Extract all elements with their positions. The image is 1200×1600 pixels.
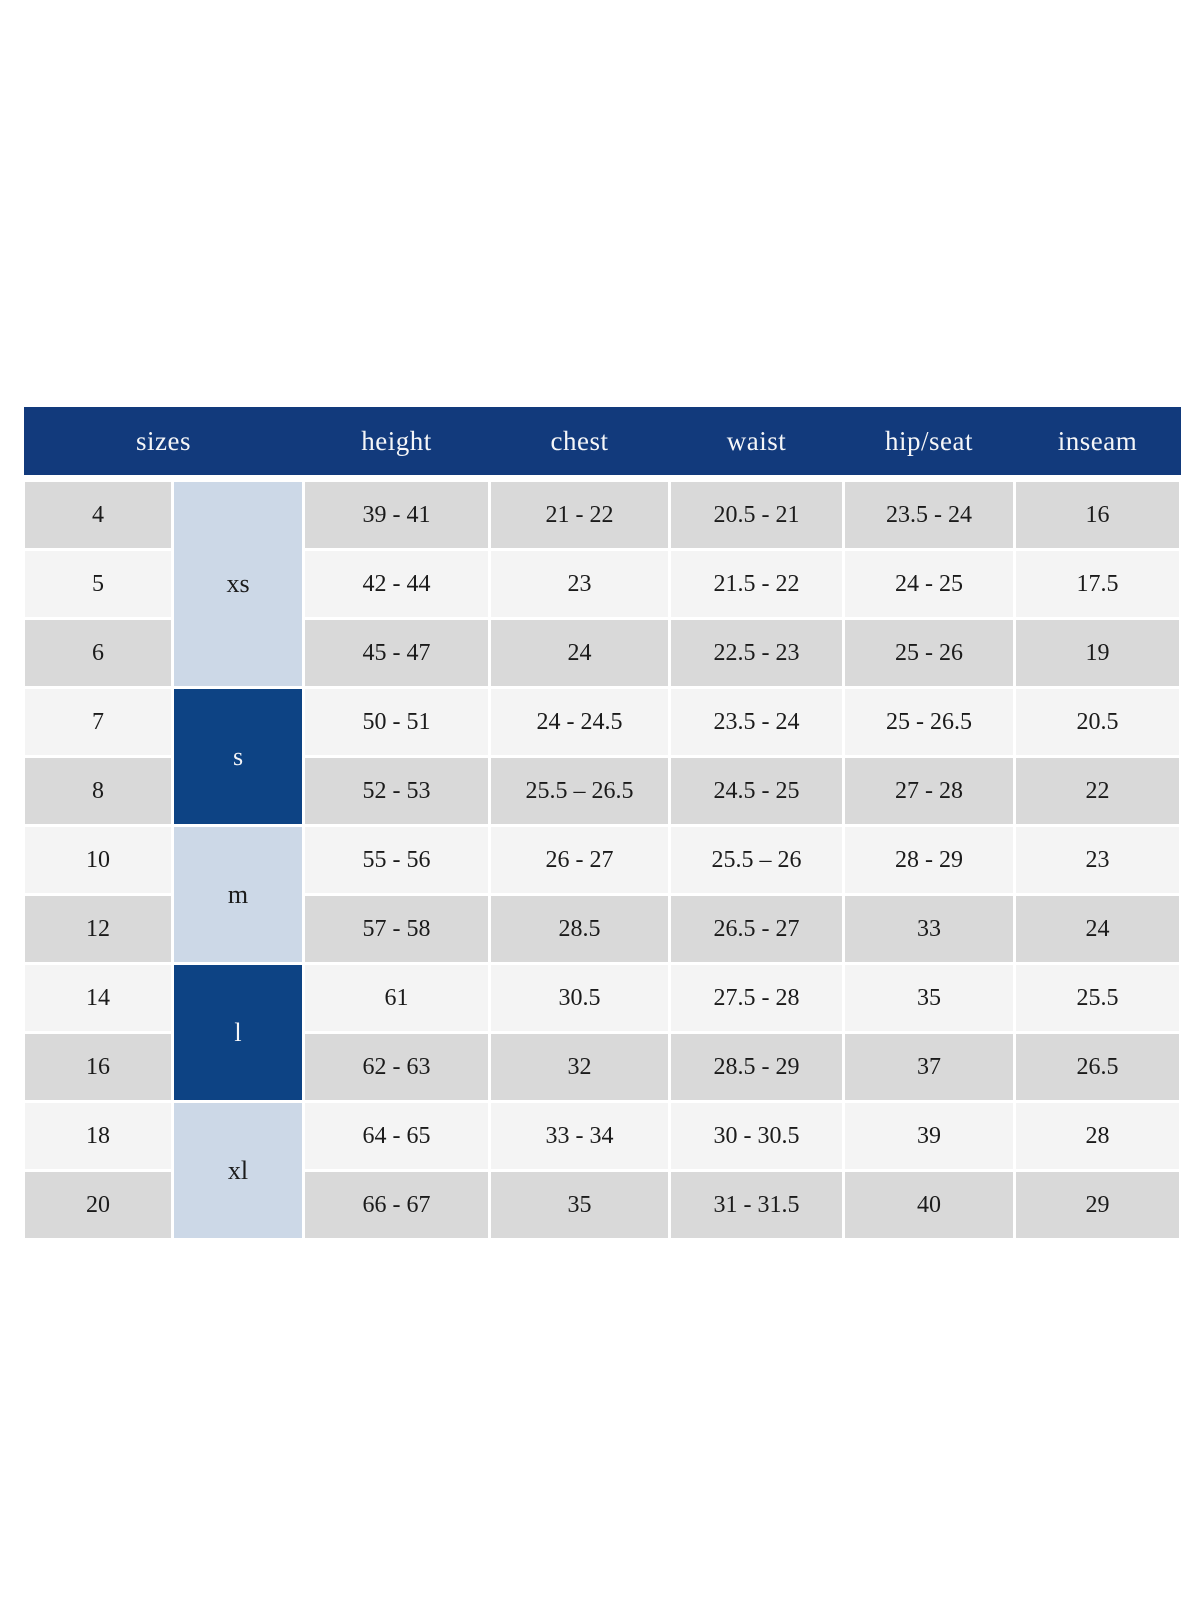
size-cell: 18 [22,1100,174,1172]
size-group-m: m [170,824,306,965]
chest-cell: 25.5 – 26.5 [488,755,672,827]
chest-cell: 28.5 [488,893,672,965]
table-row: 14 l 61 30.5 27.5 - 28 35 25.5 [22,962,1183,1103]
size-cell: 16 [22,1031,174,1103]
hip-seat-cell: 23.5 - 24 [842,477,1017,551]
hip-seat-cell: 25 - 26.5 [842,686,1017,758]
height-cell: 45 - 47 [302,617,492,689]
inseam-cell: 19 [1013,617,1183,689]
table-row: 10 m 55 - 56 26 - 27 25.5 – 26 28 - 29 2… [22,824,1183,965]
waist-cell: 26.5 - 27 [668,893,846,965]
height-cell: 39 - 41 [302,477,492,551]
size-chart: sizes height chest waist hip/seat inseam… [22,407,1183,1241]
inseam-cell: 20.5 [1013,686,1183,758]
column-header-waist: waist [669,407,844,482]
hip-seat-cell: 33 [842,893,1017,965]
inseam-cell: 25.5 [1013,962,1183,1034]
hip-seat-cell: 35 [842,962,1017,1034]
column-header-height: height [303,407,490,482]
size-cell: 8 [22,755,174,827]
height-cell: 64 - 65 [302,1100,492,1172]
size-cell: 4 [22,477,174,551]
waist-cell: 23.5 - 24 [668,686,846,758]
size-chart-table: sizes height chest waist hip/seat inseam… [22,407,1183,1241]
waist-cell: 28.5 - 29 [668,1031,846,1103]
height-cell: 42 - 44 [302,548,492,620]
inseam-cell: 24 [1013,893,1183,965]
inseam-cell: 29 [1013,1169,1183,1241]
table-header-row: sizes height chest waist hip/seat inseam [23,407,1181,482]
height-cell: 50 - 51 [302,686,492,758]
table-row: 4 xs 39 - 41 21 - 22 20.5 - 21 23.5 - 24… [22,477,1183,689]
height-cell: 57 - 58 [302,893,492,965]
chest-cell: 21 - 22 [488,477,672,551]
height-cell: 52 - 53 [302,755,492,827]
size-cell: 12 [22,893,174,965]
inseam-cell: 26.5 [1013,1031,1183,1103]
column-header-sizes: sizes [23,407,304,482]
size-group-s: s [170,686,306,827]
waist-cell: 27.5 - 28 [668,962,846,1034]
chest-cell: 30.5 [488,962,672,1034]
table-row: 5 42 - 44 23 21.5 - 22 24 - 25 17.5 [22,548,1183,620]
table-row: 6 45 - 47 24 22.5 - 23 25 - 26 19 [22,617,1183,689]
height-cell: 62 - 63 [302,1031,492,1103]
hip-seat-cell: 39 [842,1100,1017,1172]
size-cell: 5 [22,548,174,620]
chest-cell: 24 - 24.5 [488,686,672,758]
table-row: 20 66 - 67 35 31 - 31.5 40 29 [22,1169,1183,1241]
table-row: 18 xl 64 - 65 33 - 34 30 - 30.5 39 28 [22,1100,1183,1241]
table-row: 8 52 - 53 25.5 – 26.5 24.5 - 25 27 - 28 … [22,755,1183,827]
column-header-inseam: inseam [1014,407,1181,482]
table-row: 7 s 50 - 51 24 - 24.5 23.5 - 24 25 - 26.… [22,686,1183,827]
column-header-chest: chest [489,407,670,482]
waist-cell: 20.5 - 21 [668,477,846,551]
size-cell: 14 [22,962,174,1034]
height-cell: 61 [302,962,492,1034]
chest-cell: 33 - 34 [488,1100,672,1172]
waist-cell: 21.5 - 22 [668,548,846,620]
size-group-l: l [170,962,306,1103]
chest-cell: 35 [488,1169,672,1241]
size-group-xl: xl [170,1100,306,1241]
chest-cell: 32 [488,1031,672,1103]
table-row: 12 57 - 58 28.5 26.5 - 27 33 24 [22,893,1183,965]
waist-cell: 25.5 – 26 [668,824,846,896]
chest-cell: 24 [488,617,672,689]
inseam-cell: 28 [1013,1100,1183,1172]
waist-cell: 31 - 31.5 [668,1169,846,1241]
size-cell: 20 [22,1169,174,1241]
inseam-cell: 17.5 [1013,548,1183,620]
inseam-cell: 22 [1013,755,1183,827]
hip-seat-cell: 40 [842,1169,1017,1241]
chest-cell: 26 - 27 [488,824,672,896]
height-cell: 66 - 67 [302,1169,492,1241]
column-header-hip-seat: hip/seat [843,407,1015,482]
inseam-cell: 16 [1013,477,1183,551]
hip-seat-cell: 27 - 28 [842,755,1017,827]
waist-cell: 24.5 - 25 [668,755,846,827]
waist-cell: 22.5 - 23 [668,617,846,689]
hip-seat-cell: 37 [842,1031,1017,1103]
size-cell: 10 [22,824,174,896]
hip-seat-cell: 25 - 26 [842,617,1017,689]
size-group-xs: xs [170,477,306,689]
hip-seat-cell: 28 - 29 [842,824,1017,896]
table-row: 16 62 - 63 32 28.5 - 29 37 26.5 [22,1031,1183,1103]
waist-cell: 30 - 30.5 [668,1100,846,1172]
inseam-cell: 23 [1013,824,1183,896]
size-cell: 6 [22,617,174,689]
size-cell: 7 [22,686,174,758]
hip-seat-cell: 24 - 25 [842,548,1017,620]
height-cell: 55 - 56 [302,824,492,896]
chest-cell: 23 [488,548,672,620]
